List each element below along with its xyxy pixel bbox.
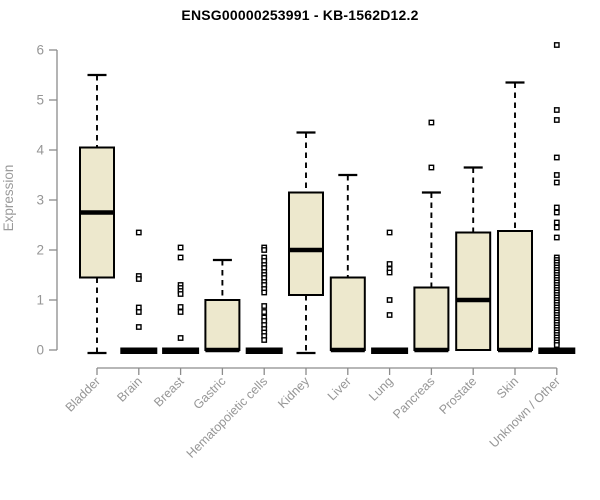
outlier-point [135, 304, 142, 311]
x-tick-label-lung: Lung [366, 374, 396, 404]
collapsed-box [371, 347, 409, 354]
x-tick-label-brain: Brain [114, 374, 145, 405]
y-tick-label: 1 [36, 293, 44, 308]
x-tick-label-gastric: Gastric [191, 374, 229, 412]
outlier-point [553, 172, 560, 178]
iqr-box [497, 230, 533, 351]
box-pancreas [413, 119, 450, 353]
outlier-point [428, 119, 435, 126]
y-tick-label: 6 [36, 43, 44, 58]
outlier-point [553, 42, 560, 48]
box-lung [371, 229, 409, 354]
outlier-point [386, 229, 393, 236]
iqr-box [288, 191, 324, 296]
iqr-box [204, 299, 241, 351]
x-tick-label-bladder: Bladder [63, 374, 103, 414]
outlier-point [553, 107, 560, 113]
iqr-box [413, 286, 450, 351]
outlier-point [135, 324, 142, 330]
iqr-box [455, 231, 492, 351]
box-brain [120, 229, 158, 354]
outlier-point [553, 209, 560, 216]
x-tick-label-skin: Skin [494, 374, 521, 401]
collapsed-box [538, 347, 576, 354]
outlier-point [386, 312, 393, 318]
box-prostate [455, 166, 492, 351]
outlier-point [261, 337, 268, 343]
box-bladder [79, 73, 115, 355]
outlier-point [177, 335, 184, 341]
outlier-point [428, 164, 435, 171]
outlier-point [553, 224, 560, 231]
outlier-point [177, 291, 184, 297]
box-skin [497, 81, 533, 353]
collapsed-box [120, 347, 158, 354]
outlier-point [553, 234, 560, 241]
outlier-point [553, 117, 560, 123]
outlier-point [135, 229, 142, 236]
outlier-point [177, 304, 184, 310]
x-tick-label-kidney: Kidney [275, 374, 312, 411]
collapsed-box [245, 347, 283, 354]
outlier-point [386, 269, 393, 276]
outlier-point [553, 179, 560, 186]
box-hematopoietic-cells [245, 244, 283, 354]
x-tick-label-liver: Liver [325, 374, 354, 403]
outlier-point [553, 219, 560, 226]
outlier-point [177, 244, 184, 251]
box-breast [162, 244, 200, 354]
box-kidney [288, 131, 324, 355]
outlier-point [261, 247, 268, 253]
y-tick-label: 0 [36, 343, 44, 358]
y-tick-label: 5 [36, 93, 44, 108]
box-liver [329, 173, 366, 353]
outlier-point [261, 289, 268, 296]
outlier-point [553, 204, 560, 211]
outlier-point [261, 309, 268, 315]
chart-title: ENSG00000253991 - KB-1562D12.2 [181, 7, 419, 23]
x-tick-label-unknown-other: Unknown / Other [487, 374, 563, 450]
y-tick-label: 2 [36, 243, 44, 258]
x-tick-label-breast: Breast [151, 374, 187, 410]
outlier-point [135, 309, 142, 315]
outlier-point [135, 276, 142, 282]
box-gastric [204, 258, 241, 353]
outlier-point [553, 342, 560, 348]
outlier-point [177, 309, 184, 315]
x-tick-label-pancreas: Pancreas [390, 374, 437, 421]
outlier-point [553, 154, 560, 161]
box-unknown-other [538, 42, 576, 354]
x-tick-label-prostate: Prostate [436, 374, 479, 417]
y-tick-label: 4 [36, 143, 44, 158]
x-tick-label-hematopoietic-cells: Hematopoietic cells [184, 374, 271, 461]
collapsed-box [162, 347, 200, 354]
outlier-point [261, 303, 268, 309]
outlier-point [386, 261, 393, 267]
outlier-point [386, 297, 393, 303]
y-tick-label: 3 [36, 193, 44, 208]
iqr-box [329, 276, 366, 351]
outlier-point [177, 254, 184, 261]
